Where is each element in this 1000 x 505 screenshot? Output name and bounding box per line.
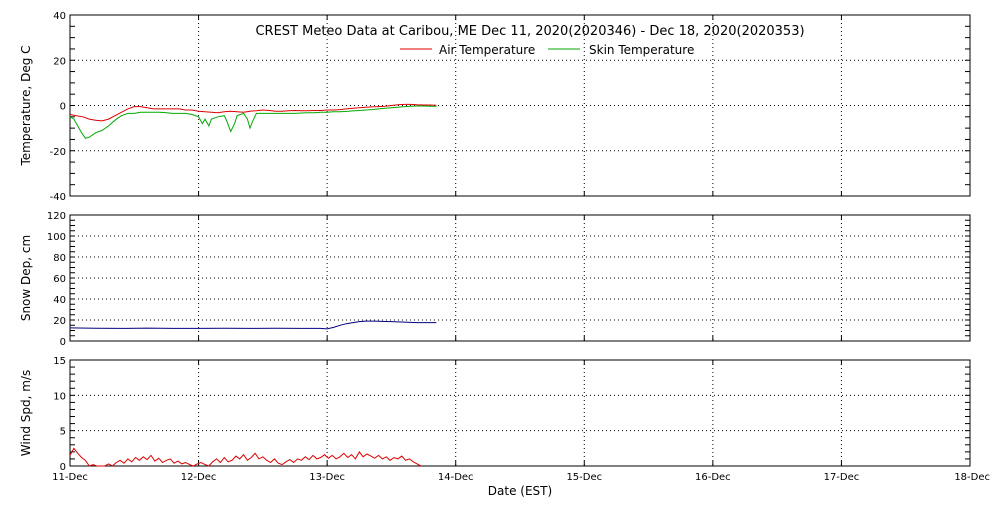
x-tick-label: 18-Dec xyxy=(954,472,990,483)
y-tick-label: 5 xyxy=(60,427,66,438)
y-axis-label: Temperature, Deg C xyxy=(19,45,33,166)
y-tick-label: 80 xyxy=(53,253,66,264)
y-tick-label: -20 xyxy=(50,147,66,158)
y-axis-label: Wind Spd, m/s xyxy=(19,370,33,456)
x-tick-label: 13-Dec xyxy=(309,472,345,483)
legend-skin-temperature: Skin Temperature xyxy=(589,43,694,57)
x-axis-label: Date (EST) xyxy=(488,484,552,498)
y-tick-label: 20 xyxy=(53,316,66,327)
y-tick-label: 60 xyxy=(53,274,66,285)
panel-frame xyxy=(69,214,971,342)
y-axis-label: Snow Dep, cm xyxy=(19,235,33,321)
y-tick-label: 40 xyxy=(53,11,66,22)
y-tick-label: 0 xyxy=(60,462,66,473)
series-line-skin-temperature xyxy=(69,105,437,139)
y-tick-label: 0 xyxy=(60,102,66,113)
legend-air-temperature: Air Temperature xyxy=(439,43,535,57)
x-tick-label: 17-Dec xyxy=(824,472,860,483)
x-tick-label: 16-Dec xyxy=(695,472,731,483)
y-tick-label: 15 xyxy=(53,356,66,367)
panel-frame xyxy=(69,14,971,197)
chart-title: CREST Meteo Data at Caribou, ME Dec 11, … xyxy=(255,24,804,39)
series-line-panel-3 xyxy=(69,447,422,467)
y-tick-label: 10 xyxy=(53,391,66,402)
series-line-air-temperature xyxy=(69,103,437,122)
y-tick-label: 100 xyxy=(47,232,66,243)
x-tick-label: 15-Dec xyxy=(566,472,602,483)
x-tick-label: 12-Dec xyxy=(181,472,217,483)
panel-frame xyxy=(69,359,971,467)
y-tick-label: 120 xyxy=(47,211,66,222)
y-tick-label: -40 xyxy=(50,192,66,203)
y-tick-label: 20 xyxy=(53,56,66,67)
x-tick-label: 14-Dec xyxy=(438,472,474,483)
x-tick-label: 11-Dec xyxy=(52,472,88,483)
series-line-panel-2 xyxy=(69,320,437,330)
y-tick-label: 0 xyxy=(60,337,66,348)
y-tick-label: 40 xyxy=(53,295,66,306)
